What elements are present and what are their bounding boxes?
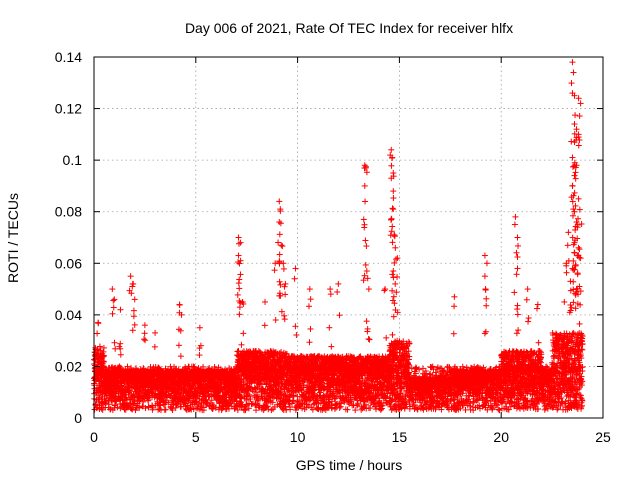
roti-chart: 0 5 10 15 20 2500.020.040.060.080.10.120.14 D… bbox=[0, 0, 640, 480]
